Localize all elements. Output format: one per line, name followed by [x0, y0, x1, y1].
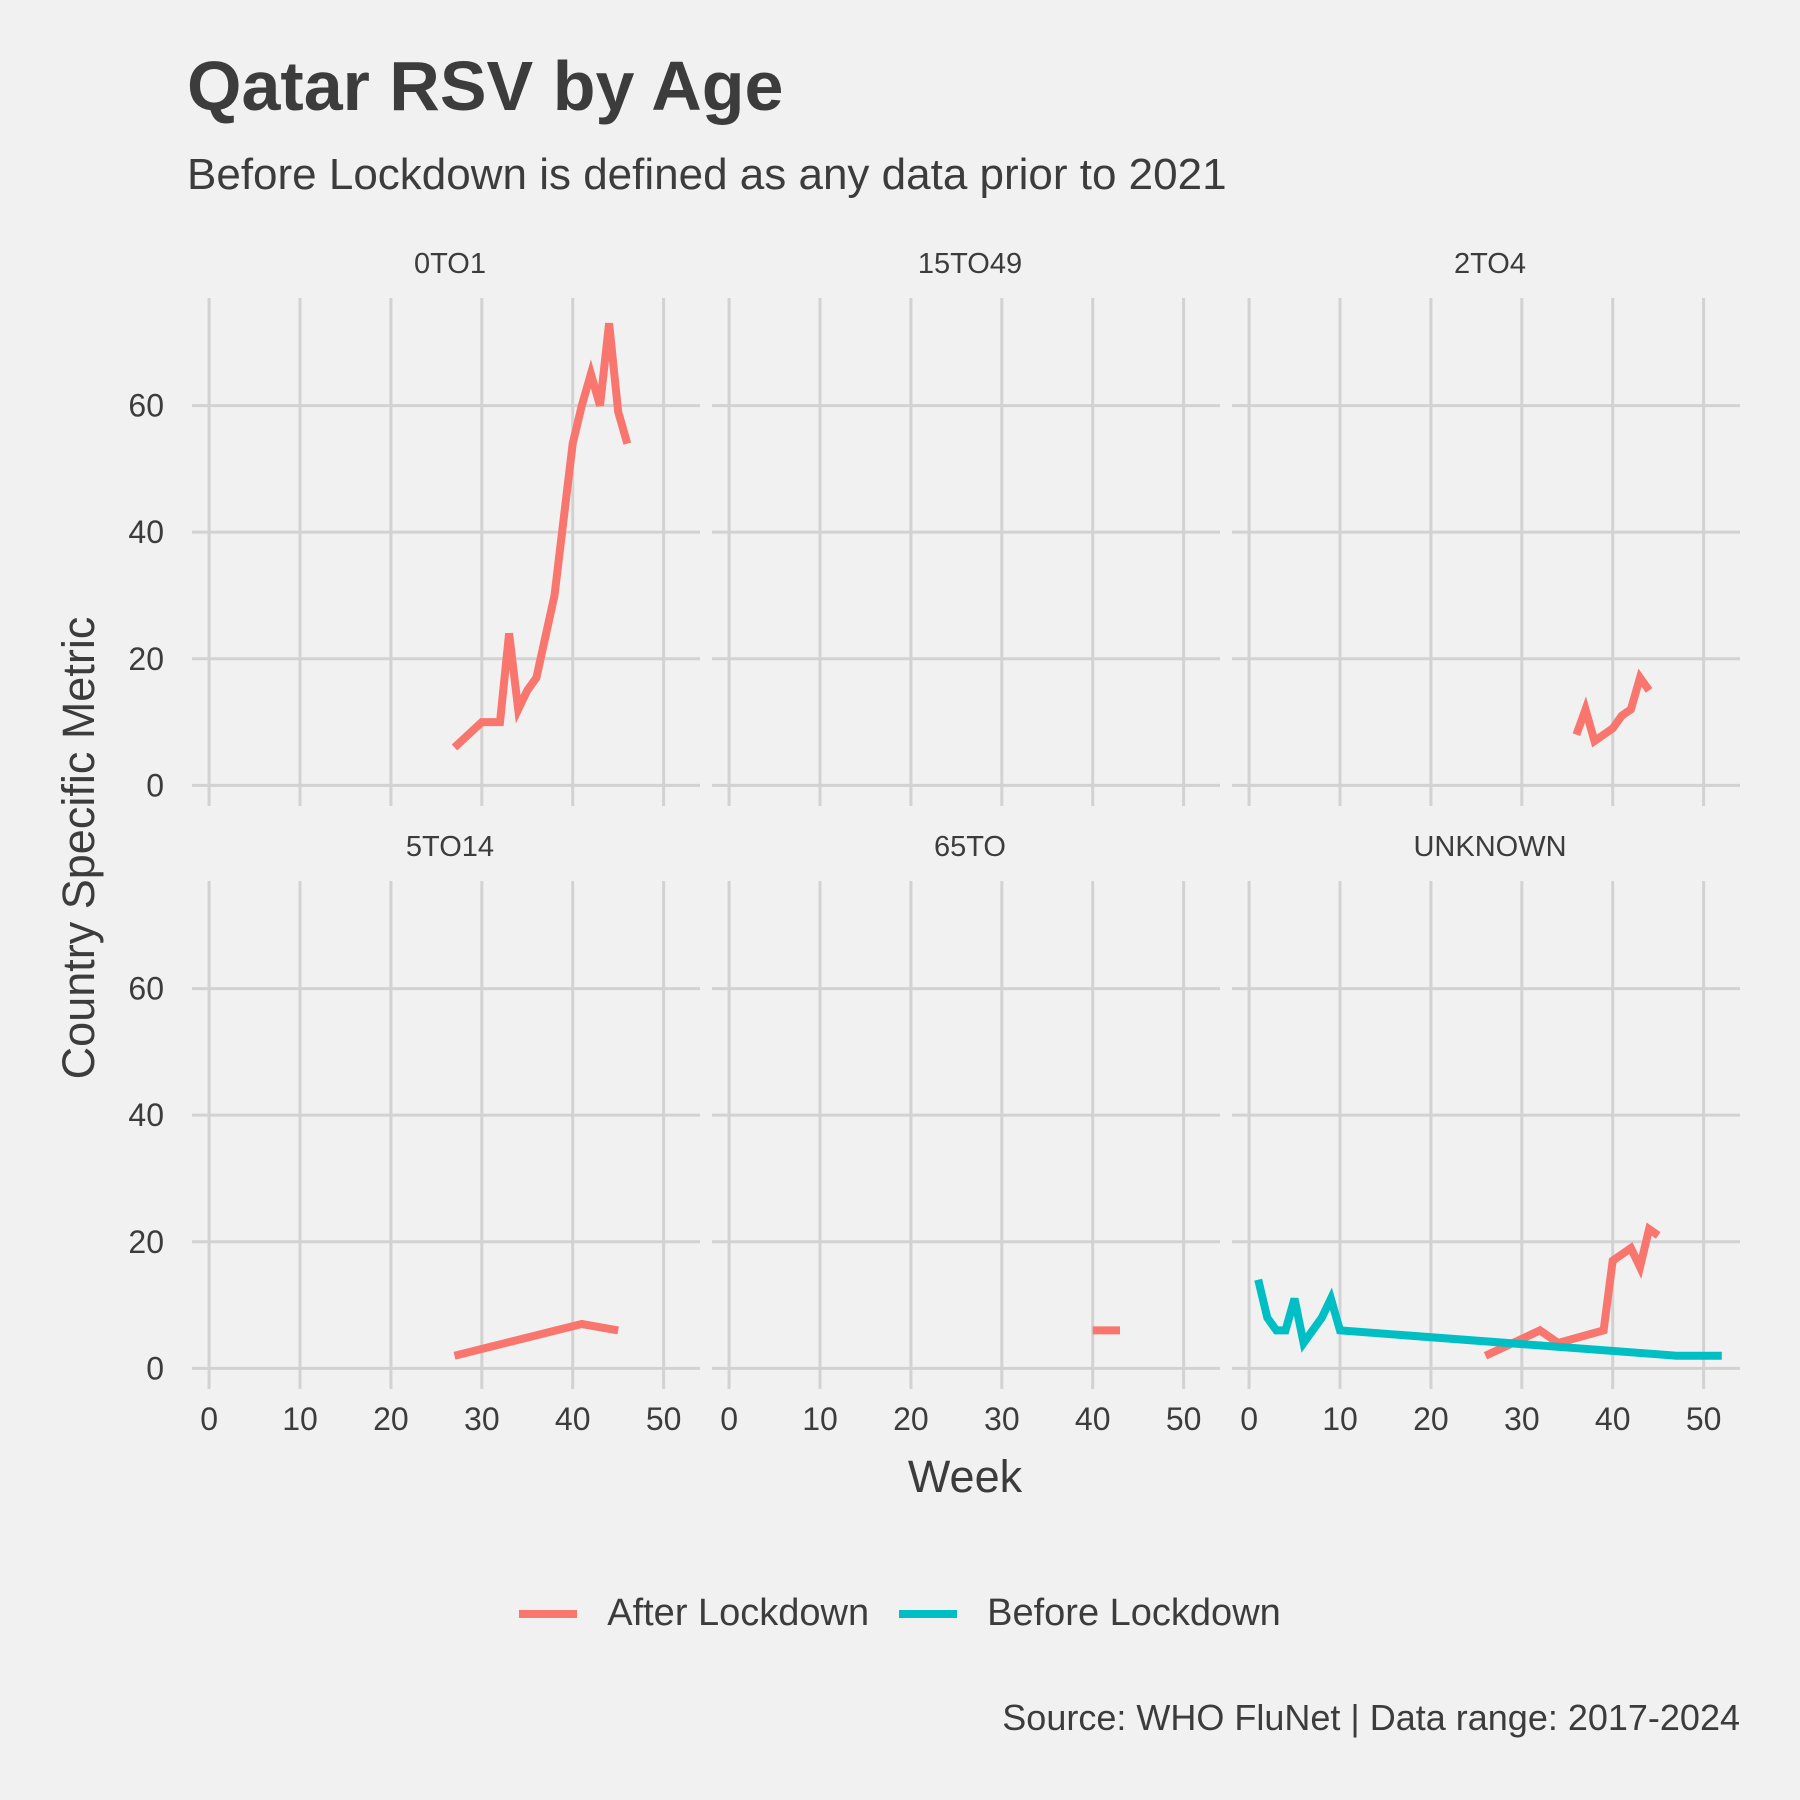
x-tick-label-20: 20 [373, 1401, 409, 1437]
legend-item-before-lockdown: Before Lockdown [899, 1592, 1281, 1635]
legend-label-before-lockdown: Before Lockdown [987, 1592, 1281, 1634]
legend: After Lockdown Before Lockdown [0, 1592, 1800, 1635]
x-tick-label-30: 30 [464, 1401, 500, 1437]
series-line-after-lockdown-unknown [1483, 1222, 1661, 1360]
y-tick-label-20: 20 [128, 641, 164, 677]
y-tick-label-40: 40 [128, 1097, 164, 1133]
x-tick-label-40: 40 [555, 1401, 591, 1437]
x-tick-label-10: 10 [1322, 1401, 1358, 1437]
x-tick-label-0: 0 [200, 1401, 218, 1437]
x-tick-label-20: 20 [893, 1401, 929, 1437]
legend-key-before-lockdown [899, 1609, 958, 1618]
x-tick-label-50: 50 [1166, 1401, 1202, 1437]
x-tick-label-10: 10 [282, 1401, 318, 1437]
x-axis-title: Week [908, 1451, 1023, 1502]
facet-strip-label-2to4: 2TO4 [1454, 248, 1526, 280]
x-tick-label-0: 0 [720, 1401, 738, 1437]
legend-key-after-lockdown [519, 1609, 578, 1618]
series-line-before-lockdown-unknown [1254, 1278, 1722, 1360]
y-tick-label-0: 0 [146, 1350, 164, 1386]
facet-panel-0to1: 0TO1 0 20 40 60 [128, 248, 700, 806]
legend-item-after-lockdown: After Lockdown [519, 1592, 869, 1635]
facet-strip-label-65to: 65TO [934, 831, 1006, 863]
x-tick-label-50: 50 [646, 1401, 682, 1437]
facet-strip-label-unknown: UNKNOWN [1413, 831, 1566, 863]
x-tick-label-30: 30 [1504, 1401, 1540, 1437]
facet-panel-5to14: 5TO14 0 20 40 60 0 10 20 30 40 50 [128, 831, 700, 1437]
chart-caption: Source: WHO FluNet | Data range: 2017-20… [1002, 1697, 1740, 1738]
facet-strip-label-0to1: 0TO1 [414, 248, 486, 280]
series-line-after-lockdown-2to4 [1572, 668, 1653, 748]
y-axis-title: Country Specific Metric [53, 617, 104, 1080]
legend-label-after-lockdown: After Lockdown [607, 1592, 870, 1634]
y-tick-label-60: 60 [128, 388, 164, 424]
x-tick-label-0: 0 [1240, 1401, 1258, 1437]
facet-panel-15to49: 15TO49 [712, 248, 1220, 806]
x-tick-label-20: 20 [1413, 1401, 1449, 1437]
chart-title: Qatar RSV by Age [187, 47, 784, 125]
series-line-after-lockdown-5to14 [453, 1319, 619, 1360]
x-tick-label-50: 50 [1686, 1401, 1722, 1437]
facet-strip-label-5to14: 5TO14 [406, 831, 494, 863]
y-tick-label-60: 60 [128, 971, 164, 1007]
x-tick-label-40: 40 [1595, 1401, 1631, 1437]
y-tick-label-20: 20 [128, 1224, 164, 1260]
facet-panel-65to: 65TO 0 10 20 30 40 50 [712, 831, 1220, 1437]
series-line-after-lockdown-0to1 [451, 322, 632, 751]
x-tick-label-30: 30 [984, 1401, 1020, 1437]
x-tick-label-40: 40 [1075, 1401, 1111, 1437]
x-tick-label-10: 10 [802, 1401, 838, 1437]
y-tick-label-0: 0 [146, 767, 164, 803]
facet-strip-label-15to49: 15TO49 [918, 248, 1022, 280]
facet-panel-2to4: 2TO4 [1232, 248, 1740, 806]
facet-panel-unknown: UNKNOWN 0 10 20 30 40 50 [1232, 831, 1740, 1437]
y-tick-label-40: 40 [128, 514, 164, 550]
chart-subtitle: Before Lockdown is defined as any data p… [187, 150, 1227, 199]
